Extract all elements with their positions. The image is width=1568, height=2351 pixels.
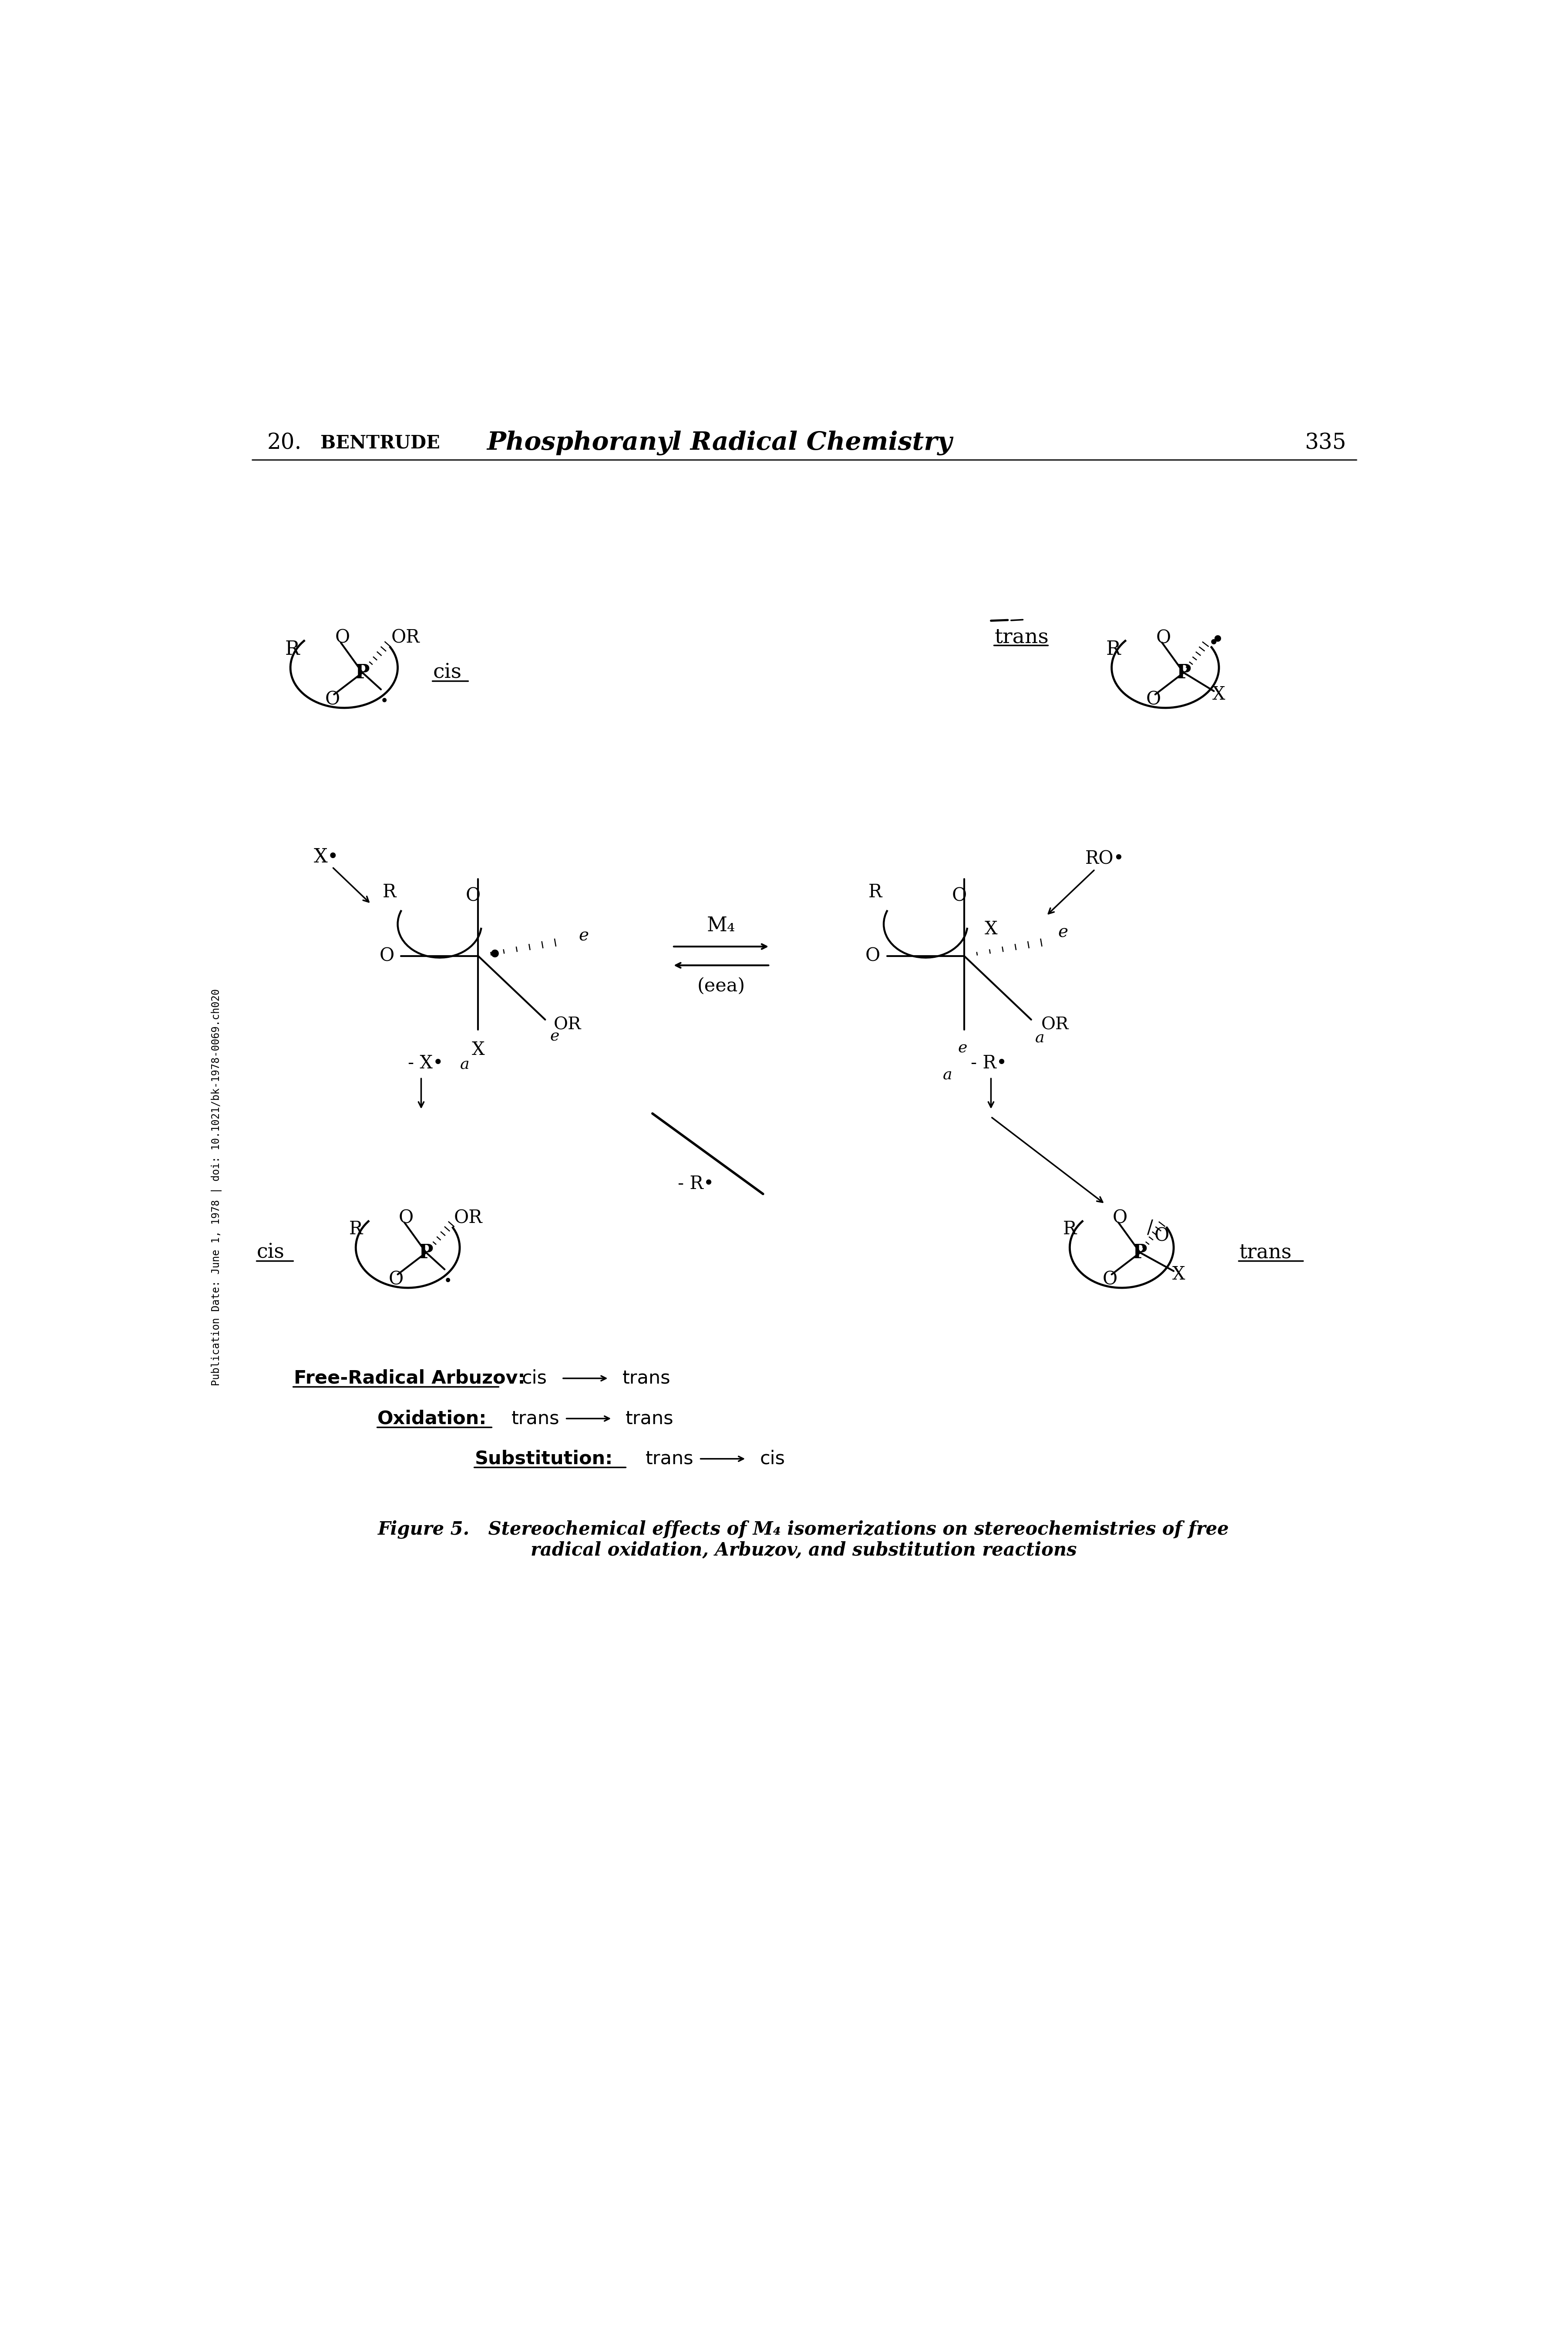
Text: O: O bbox=[952, 886, 966, 905]
Text: BENTRUDE: BENTRUDE bbox=[320, 435, 441, 451]
Text: O: O bbox=[1154, 1227, 1170, 1246]
Text: O: O bbox=[389, 1270, 403, 1288]
Text: O: O bbox=[466, 886, 480, 905]
Text: P: P bbox=[356, 663, 370, 682]
Text: R: R bbox=[869, 884, 883, 900]
Text: R: R bbox=[383, 884, 397, 900]
Text: trans: trans bbox=[626, 1411, 674, 1427]
Text: X: X bbox=[1173, 1265, 1185, 1284]
Text: cis: cis bbox=[257, 1244, 285, 1262]
Text: trans: trans bbox=[646, 1451, 695, 1467]
Text: O: O bbox=[379, 947, 394, 966]
Text: cis: cis bbox=[522, 1368, 547, 1387]
Text: O: O bbox=[336, 628, 350, 647]
Text: cis: cis bbox=[759, 1451, 786, 1467]
Text: R: R bbox=[1063, 1220, 1077, 1239]
Text: Figure 5.   Stereochemical effects of M₄ isomerizations on stereochemistries of : Figure 5. Stereochemical effects of M₄ i… bbox=[378, 1521, 1229, 1538]
Text: RO•: RO• bbox=[1085, 849, 1124, 868]
Text: X: X bbox=[1212, 686, 1225, 703]
Text: cis: cis bbox=[433, 663, 461, 682]
Text: e: e bbox=[550, 1030, 560, 1044]
Text: •: • bbox=[488, 943, 503, 969]
Text: - X•: - X• bbox=[408, 1053, 444, 1072]
Text: O: O bbox=[398, 1208, 414, 1227]
Text: O: O bbox=[1146, 691, 1160, 708]
Text: a: a bbox=[1035, 1030, 1044, 1046]
Text: (eea): (eea) bbox=[698, 978, 745, 994]
Text: X•: X• bbox=[314, 849, 339, 868]
Text: OR: OR bbox=[1041, 1016, 1069, 1032]
Text: trans: trans bbox=[1239, 1244, 1292, 1262]
Text: a: a bbox=[459, 1058, 469, 1072]
Text: radical oxidation, Arbuzov, and substitution reactions: radical oxidation, Arbuzov, and substitu… bbox=[530, 1540, 1077, 1559]
Text: O: O bbox=[1113, 1208, 1127, 1227]
Text: X: X bbox=[985, 919, 997, 938]
Text: /: / bbox=[1148, 1218, 1152, 1237]
Text: •: • bbox=[1209, 635, 1220, 654]
Text: M₄: M₄ bbox=[707, 917, 735, 936]
Text: e: e bbox=[579, 929, 588, 943]
Text: R: R bbox=[285, 639, 299, 658]
Text: P: P bbox=[1176, 663, 1192, 682]
Text: R: R bbox=[1105, 639, 1121, 658]
Text: Publication Date: June 1, 1978 | doi: 10.1021/bk-1978-0069.ch020: Publication Date: June 1, 1978 | doi: 10… bbox=[212, 990, 223, 1385]
Text: P: P bbox=[419, 1244, 433, 1262]
Text: trans: trans bbox=[511, 1411, 560, 1427]
Text: R: R bbox=[350, 1220, 362, 1239]
Text: - R•: - R• bbox=[971, 1053, 1007, 1072]
Text: X: X bbox=[472, 1041, 485, 1058]
Text: 20.: 20. bbox=[267, 433, 301, 454]
Text: P: P bbox=[1132, 1244, 1148, 1262]
Text: OR: OR bbox=[390, 628, 420, 647]
Text: O: O bbox=[1102, 1270, 1118, 1288]
Text: O: O bbox=[1156, 630, 1171, 647]
Text: trans: trans bbox=[994, 628, 1049, 647]
Text: e: e bbox=[1058, 924, 1068, 940]
Text: .: . bbox=[442, 1258, 453, 1288]
Text: a: a bbox=[942, 1067, 952, 1081]
Text: OR: OR bbox=[554, 1016, 582, 1032]
Text: Oxidation:: Oxidation: bbox=[378, 1411, 488, 1427]
Text: e: e bbox=[958, 1041, 967, 1056]
Text: - R•: - R• bbox=[677, 1176, 713, 1192]
Text: Substitution:: Substitution: bbox=[475, 1451, 613, 1467]
Text: Free-Radical Arbuzov:: Free-Radical Arbuzov: bbox=[293, 1368, 525, 1387]
Text: .: . bbox=[379, 677, 389, 710]
Text: O: O bbox=[866, 947, 880, 966]
Text: Phosphoranyl Radical Chemistry: Phosphoranyl Radical Chemistry bbox=[486, 430, 952, 456]
Text: trans: trans bbox=[622, 1368, 671, 1387]
Text: OR: OR bbox=[455, 1208, 483, 1227]
Text: •: • bbox=[1210, 630, 1225, 651]
Text: 335: 335 bbox=[1305, 433, 1347, 454]
Text: O: O bbox=[325, 691, 340, 708]
